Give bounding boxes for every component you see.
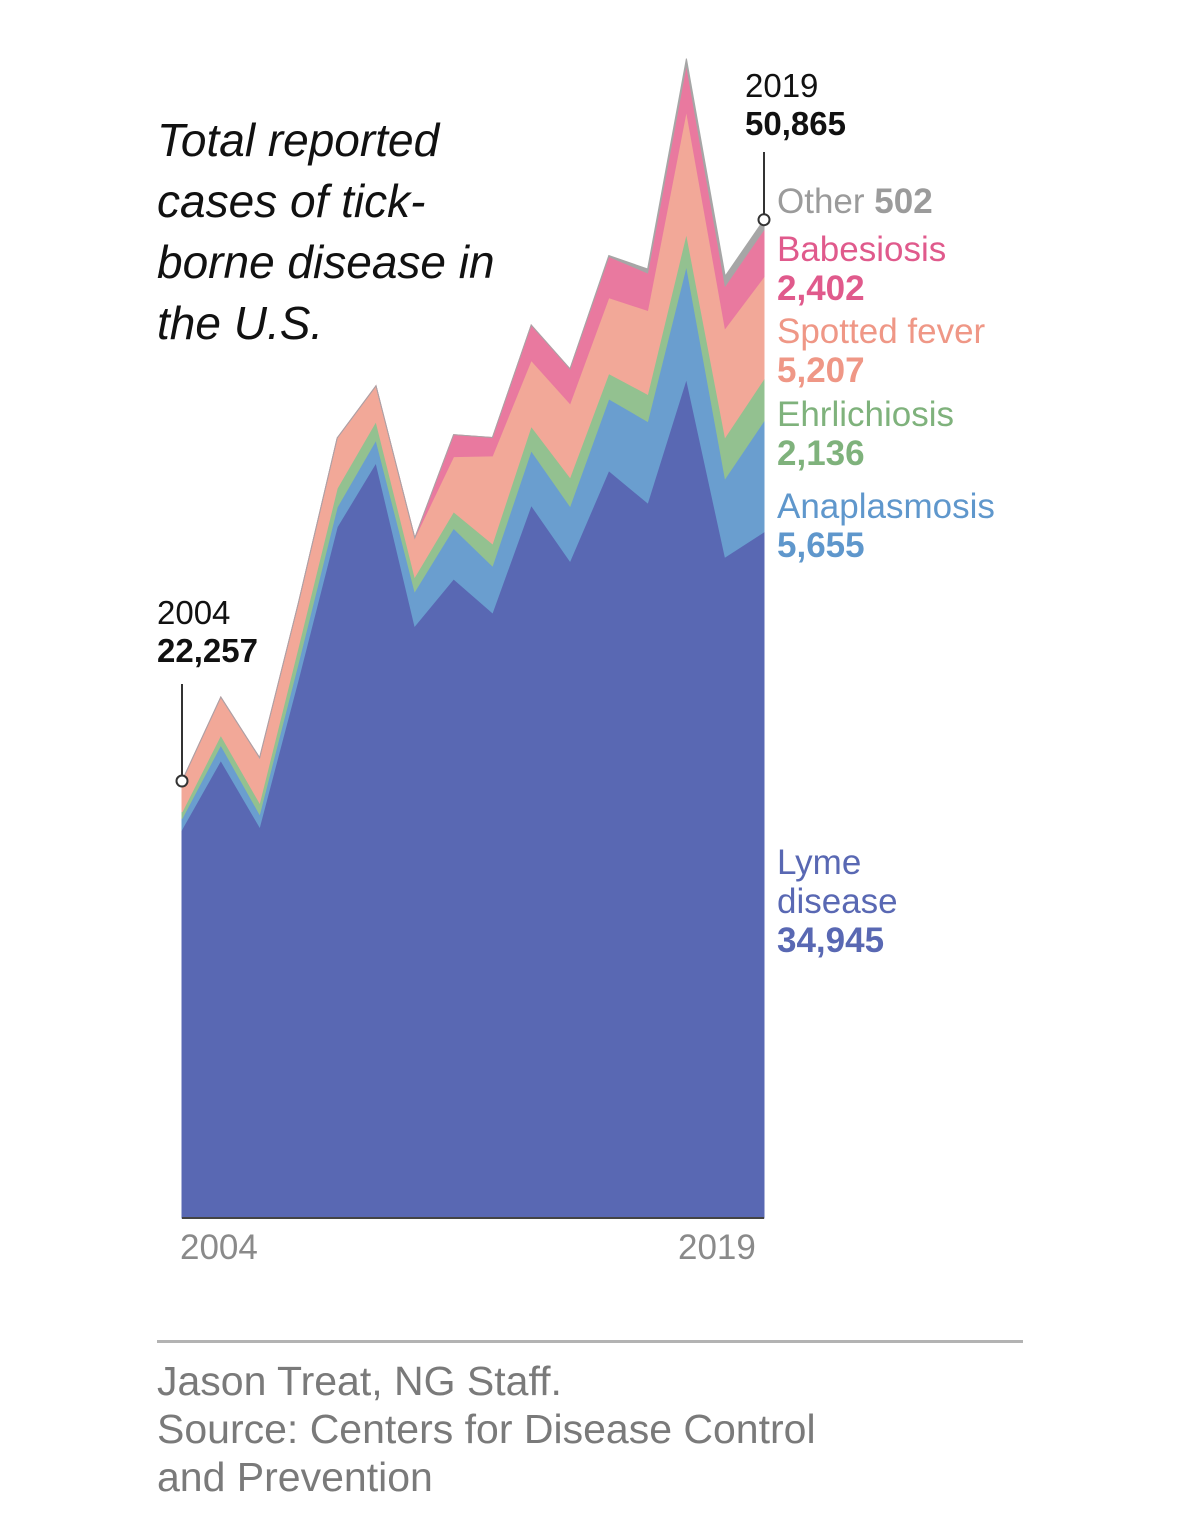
legend-other: Other 502 xyxy=(777,182,933,221)
footer-divider xyxy=(157,1340,1023,1343)
legend-babesiosis-name: Babesiosis xyxy=(777,230,947,269)
x-tick-2019: 2019 xyxy=(678,1228,756,1267)
annotation-2019-year: 2019 xyxy=(745,67,819,104)
legend-babesiosis-value: 2,402 xyxy=(777,269,865,308)
marker-2004 xyxy=(175,774,189,788)
annotation-2004: 2004 22,257 xyxy=(157,594,258,670)
legend-spotted-fever: Spotted fever 5,207 xyxy=(777,312,985,390)
chart-areas xyxy=(181,58,765,1219)
credit-line-1: Jason Treat, NG Staff. xyxy=(157,1358,562,1404)
annotation-2019-total: 50,865 xyxy=(745,105,846,142)
legend-lyme-name-line1: Lyme xyxy=(777,843,862,882)
legend-other-name: Other xyxy=(777,182,865,221)
legend-other-value: 502 xyxy=(874,182,933,221)
legend-ehrlichiosis-name: Ehrlichiosis xyxy=(777,395,954,434)
annotation-2004-year: 2004 xyxy=(157,594,231,631)
legend-babesiosis: Babesiosis 2,402 xyxy=(777,230,946,308)
legend-lyme-disease: Lyme disease 34,945 xyxy=(777,843,898,960)
legend-anaplasmosis-value: 5,655 xyxy=(777,526,865,565)
legend-anaplasmosis-name: Anaplasmosis xyxy=(777,487,995,526)
marker-2019 xyxy=(757,213,771,227)
legend-spotted-fever-name: Spotted fever xyxy=(777,312,986,351)
credit-line-2: Source: Centers for Disease Control xyxy=(157,1406,816,1452)
x-tick-2004: 2004 xyxy=(180,1228,258,1267)
legend-ehrlichiosis-value: 2,136 xyxy=(777,434,865,473)
credit-line-3: and Prevention xyxy=(157,1454,433,1500)
legend-lyme-value: 34,945 xyxy=(777,921,885,960)
annotation-2004-total: 22,257 xyxy=(157,632,258,669)
legend-anaplasmosis: Anaplasmosis 5,655 xyxy=(777,487,995,565)
chart-title: Total reported cases of tick-borne disea… xyxy=(157,114,495,349)
annotation-leaders xyxy=(175,152,771,788)
legend-spotted-fever-value: 5,207 xyxy=(777,351,865,390)
legend-ehrlichiosis: Ehrlichiosis 2,136 xyxy=(777,395,954,473)
annotation-2019: 2019 50,865 xyxy=(745,67,846,143)
legend-lyme-name-line2: disease xyxy=(777,882,898,921)
credit: Jason Treat, NG Staff. Source: Centers f… xyxy=(157,1357,816,1501)
